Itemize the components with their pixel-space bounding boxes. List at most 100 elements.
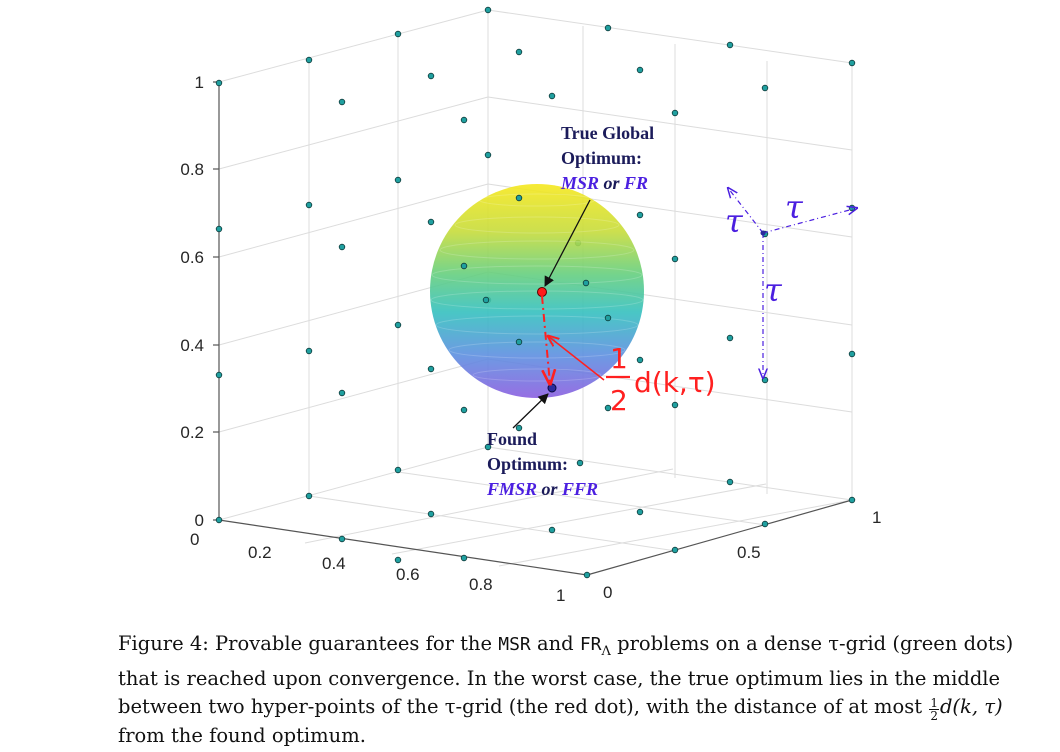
- grid-dot: [427, 365, 435, 373]
- grid-dot: [515, 338, 523, 346]
- grid-dot: [460, 406, 468, 414]
- caption-fr: FR: [579, 634, 602, 655]
- grid-dot: [761, 520, 769, 528]
- found-optimum-line2: Optimum:: [487, 454, 568, 474]
- distance-frac-den: 2: [610, 384, 628, 417]
- grid-dots-front: [460, 194, 612, 346]
- x-tick-label: 0.2: [248, 543, 272, 562]
- found-optimum-line1: Found: [487, 429, 537, 449]
- tolerance-sphere: [430, 184, 644, 398]
- z-tick-label: 0.6: [180, 248, 204, 267]
- tau-arrows: [728, 188, 857, 378]
- grid-dot: [215, 516, 223, 524]
- grid-dot: [515, 424, 523, 432]
- grid-dot: [671, 255, 679, 263]
- grid-dot: [484, 443, 492, 451]
- grid-dot: [394, 30, 402, 38]
- distance-frac-num: 1: [610, 342, 628, 375]
- y-axis-ticks: 0 0.5 1: [603, 508, 881, 602]
- grid-dot: [583, 571, 591, 579]
- caption-distance: d(k, τ): [939, 694, 1003, 718]
- grid-dot: [484, 6, 492, 14]
- grid-dot: [604, 24, 612, 32]
- x-axis-ticks: 0 0.2 0.4 0.6 0.8 1: [190, 530, 565, 605]
- found-optimum-pointer: [512, 393, 549, 429]
- z-tick-label: 0.4: [180, 336, 204, 355]
- grid-dot: [460, 554, 468, 562]
- grid-dot: [848, 59, 856, 67]
- caption-msr: MSR: [498, 634, 531, 655]
- grid-dot: [636, 508, 644, 516]
- distance-label-pointer: [548, 336, 605, 381]
- y-tick-label: 0.5: [737, 543, 761, 562]
- tau-origin-point: [760, 230, 766, 236]
- found-optimum-annotation: Found Optimum: FMSR or FFR: [486, 429, 598, 499]
- figure-4-plot: 0 0.2 0.4 0.6 0.8 1 0 0.2 0.4 0.6 0.8 1 …: [180, 6, 881, 605]
- grid-dot: [394, 321, 402, 329]
- found-optimum-line3: FMSR or FFR: [486, 479, 598, 499]
- z-tick-label: 0.8: [180, 160, 204, 179]
- grid-dot: [305, 492, 313, 500]
- grid-dot: [338, 535, 346, 543]
- grid-dot: [671, 109, 679, 117]
- grid-dot: [671, 546, 679, 554]
- grid-dot: [548, 526, 556, 534]
- grid-dot: [215, 371, 223, 379]
- tau-label-right: τ: [785, 188, 804, 226]
- x-tick-label: 0: [190, 530, 199, 549]
- caption-fr-subscript: Λ: [601, 643, 611, 659]
- tau-label-left: τ: [725, 202, 744, 240]
- grid-dot: [338, 243, 346, 251]
- caption-text-3: problems on a dense τ-grid (green dots) …: [118, 632, 1014, 718]
- axes-grid: [218, 9, 853, 567]
- grid-dot: [636, 66, 644, 74]
- grid-dot: [515, 194, 523, 202]
- grid-dot: [460, 262, 468, 270]
- x-tick-label: 0.4: [322, 554, 346, 573]
- grid-dot: [394, 466, 402, 474]
- grid-dot: [427, 218, 435, 226]
- grid-dots: [215, 6, 856, 579]
- grid-dot: [848, 350, 856, 358]
- grid-dot: [515, 48, 523, 56]
- grid-dot: [394, 176, 402, 184]
- grid-dot: [576, 459, 584, 467]
- grid-dot: [460, 116, 468, 124]
- axes-lines: [213, 81, 853, 576]
- grid-dot: [761, 376, 769, 384]
- distance-label: 1 2 d(k,τ): [606, 342, 716, 417]
- distance-arrow: [541, 295, 550, 384]
- grid-dot: [726, 334, 734, 342]
- grid-dot: [215, 79, 223, 87]
- true-optimum-pointer: [544, 199, 591, 287]
- grid-dot: [482, 296, 490, 304]
- true-optimum-line2: Optimum:: [561, 148, 642, 168]
- grid-dot: [726, 478, 734, 486]
- x-tick-label: 0.6: [396, 565, 420, 584]
- grid-dot: [636, 211, 644, 219]
- x-tick-label: 1: [556, 586, 565, 605]
- grid-dot: [671, 401, 679, 409]
- grid-dot: [636, 356, 644, 364]
- caption-text-1: Figure 4: Provable guarantees for the: [118, 632, 499, 655]
- tau-label-down: τ: [764, 271, 783, 309]
- y-tick-label: 1: [872, 508, 881, 527]
- true-optimum-line3: MSR or FR: [560, 173, 648, 193]
- caption-text-5: from the found optimum.: [118, 723, 366, 747]
- grid-dot: [338, 389, 346, 397]
- figure-caption: Figure 4: Provable guarantees for the MS…: [118, 630, 1053, 749]
- grid-dot: [427, 72, 435, 80]
- z-tick-label: 0.2: [180, 423, 204, 442]
- grid-dot: [338, 98, 346, 106]
- y-tick-label: 0: [603, 583, 612, 602]
- caption-text-2: and: [530, 632, 580, 655]
- z-axis-ticks: 0 0.2 0.4 0.6 0.8 1: [180, 73, 204, 530]
- z-tick-label: 0: [195, 511, 204, 530]
- grid-dot: [427, 510, 435, 518]
- grid-dot: [215, 225, 223, 233]
- true-optimum-line1: True Global: [561, 123, 654, 143]
- z-tick-label: 1: [195, 73, 204, 92]
- grid-dot: [548, 92, 556, 100]
- distance-expression: d(k,τ): [634, 366, 716, 399]
